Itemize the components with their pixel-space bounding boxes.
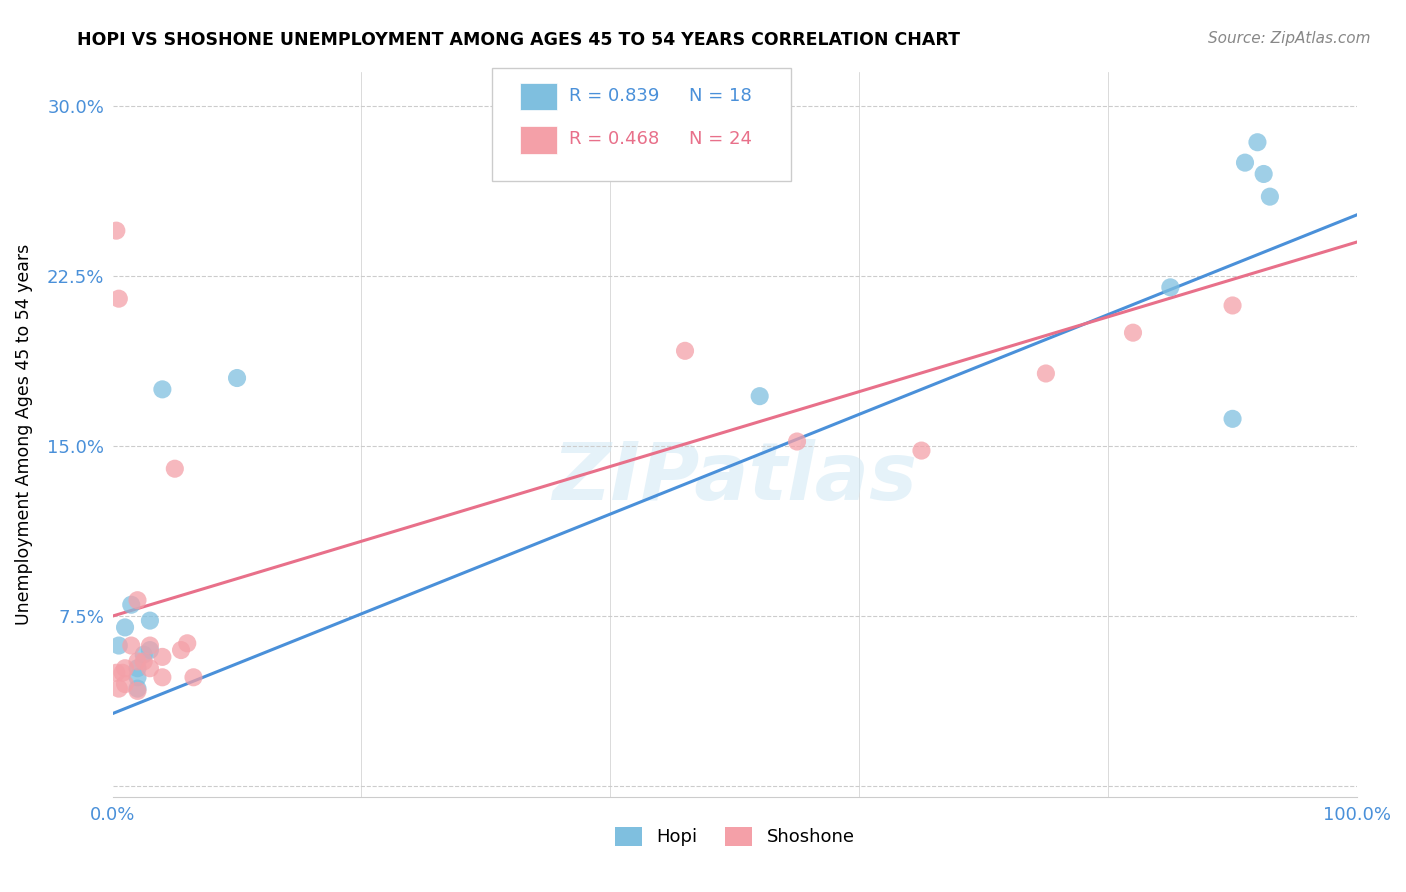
Point: [183, 670, 205, 684]
Point: [132, 655, 155, 669]
Point: [673, 343, 696, 358]
Point: [114, 677, 136, 691]
FancyBboxPatch shape: [519, 83, 557, 111]
Point: [139, 661, 162, 675]
Y-axis label: Unemployment Among Ages 45 to 54 years: Unemployment Among Ages 45 to 54 years: [15, 244, 32, 625]
Point: [139, 643, 162, 657]
Text: HOPI VS SHOSHONE UNEMPLOYMENT AMONG AGES 45 TO 54 YEARS CORRELATION CHART: HOPI VS SHOSHONE UNEMPLOYMENT AMONG AGES…: [77, 31, 960, 49]
Point: [170, 643, 193, 657]
Point: [1222, 412, 1244, 426]
Point: [114, 620, 136, 634]
Text: R = 0.468: R = 0.468: [569, 130, 659, 148]
Point: [748, 389, 770, 403]
Point: [226, 371, 249, 385]
Point: [108, 681, 131, 696]
Point: [1159, 280, 1181, 294]
Point: [114, 661, 136, 675]
Point: [105, 665, 128, 680]
Point: [176, 636, 198, 650]
Point: [132, 648, 155, 662]
Point: [127, 684, 149, 698]
Text: Source: ZipAtlas.com: Source: ZipAtlas.com: [1208, 31, 1371, 46]
Point: [150, 670, 173, 684]
Point: [120, 639, 142, 653]
Point: [127, 661, 149, 675]
FancyBboxPatch shape: [519, 127, 557, 154]
Text: N = 18: N = 18: [689, 87, 751, 105]
Text: N = 24: N = 24: [689, 130, 752, 148]
Point: [1246, 135, 1268, 149]
Point: [910, 443, 932, 458]
Point: [163, 461, 186, 475]
Text: R = 0.839: R = 0.839: [569, 87, 659, 105]
Point: [1035, 367, 1057, 381]
Point: [150, 649, 173, 664]
Point: [111, 665, 134, 680]
Point: [120, 598, 142, 612]
Point: [108, 292, 131, 306]
Point: [786, 434, 808, 449]
Point: [139, 614, 162, 628]
Point: [127, 670, 149, 684]
Point: [105, 224, 128, 238]
Point: [127, 681, 149, 696]
Legend: Hopi, Shoshone: Hopi, Shoshone: [607, 820, 862, 854]
Point: [127, 655, 149, 669]
Point: [127, 593, 149, 607]
Point: [1258, 189, 1281, 203]
Point: [1233, 155, 1256, 169]
Point: [1122, 326, 1144, 340]
Text: ZIPatlas: ZIPatlas: [553, 439, 917, 517]
Point: [139, 639, 162, 653]
FancyBboxPatch shape: [492, 69, 790, 181]
Point: [108, 639, 131, 653]
Point: [150, 383, 173, 397]
Point: [1253, 167, 1275, 181]
Point: [1222, 298, 1244, 312]
